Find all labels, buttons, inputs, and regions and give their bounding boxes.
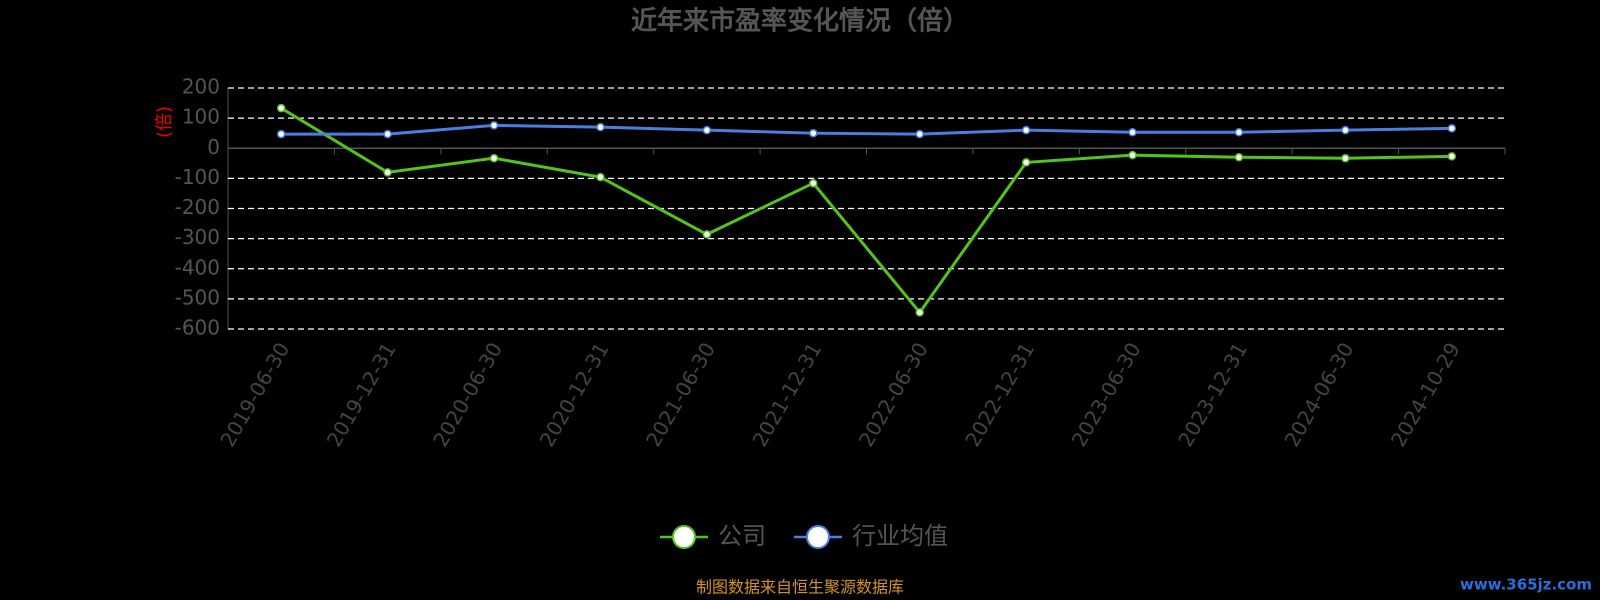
legend-marker (806, 525, 830, 549)
source-note: 制图数据来自恒生聚源数据库 (696, 578, 904, 597)
y-tick-label: -200 (175, 195, 220, 219)
x-tick-label: 2022-06-30 (854, 338, 933, 451)
y-tick-label: 100 (182, 105, 220, 129)
data-point (383, 168, 392, 177)
y-tick-label: -400 (175, 255, 220, 279)
data-point (1341, 125, 1350, 135)
data-point (1128, 150, 1137, 160)
data-point (1234, 128, 1244, 137)
data-point (276, 129, 286, 139)
data-point (383, 129, 392, 139)
data-point (915, 308, 924, 317)
data-point (1128, 128, 1137, 137)
data-point (1021, 158, 1031, 167)
legend-label: 公司 (718, 522, 766, 550)
x-tick-label: 2020-12-31 (535, 338, 614, 451)
series-line (281, 123, 1452, 136)
y-tick-label: -100 (175, 165, 220, 189)
x-tick-label: 2019-12-31 (322, 338, 401, 451)
data-point (809, 128, 818, 138)
y-axis-label: (倍) (154, 106, 175, 138)
x-tick-label: 2024-10-29 (1386, 338, 1465, 451)
x-tick-label: 2019-06-30 (215, 338, 294, 451)
x-tick-label: 2022-12-31 (960, 338, 1039, 451)
x-tick-label: 2021-12-31 (747, 338, 826, 451)
x-tick-label: 2021-06-30 (641, 338, 720, 451)
data-point (596, 122, 605, 132)
data-point (489, 121, 499, 130)
data-point (596, 172, 605, 182)
data-point (702, 125, 712, 135)
y-tick-label: 200 (182, 75, 220, 99)
y-tick-label: -500 (175, 285, 220, 309)
data-point (702, 230, 712, 239)
series-line (280, 106, 1452, 315)
x-tick-label: 2020-06-30 (428, 338, 507, 451)
data-point (1234, 153, 1244, 162)
legend-label: 行业均值 (852, 522, 948, 550)
data-point (809, 178, 818, 188)
data-point (1447, 152, 1457, 161)
y-tick-label: -600 (175, 316, 220, 340)
y-tick-label: -300 (175, 225, 220, 249)
x-tick-label: 2024-06-30 (1280, 338, 1359, 451)
x-tick-label: 2023-06-30 (1067, 338, 1146, 451)
data-point (1447, 124, 1457, 133)
data-point (1021, 125, 1031, 135)
watermark: www.365jz.com (1460, 576, 1592, 594)
x-tick-label: 2023-12-31 (1173, 338, 1252, 451)
data-point (489, 153, 499, 163)
data-point (276, 103, 286, 113)
data-point (1341, 153, 1350, 163)
legend-marker (672, 525, 696, 549)
chart-title: 近年来市盈率变化情况（倍） (631, 6, 969, 37)
y-tick-label: 0 (207, 135, 220, 159)
data-point (915, 129, 924, 139)
